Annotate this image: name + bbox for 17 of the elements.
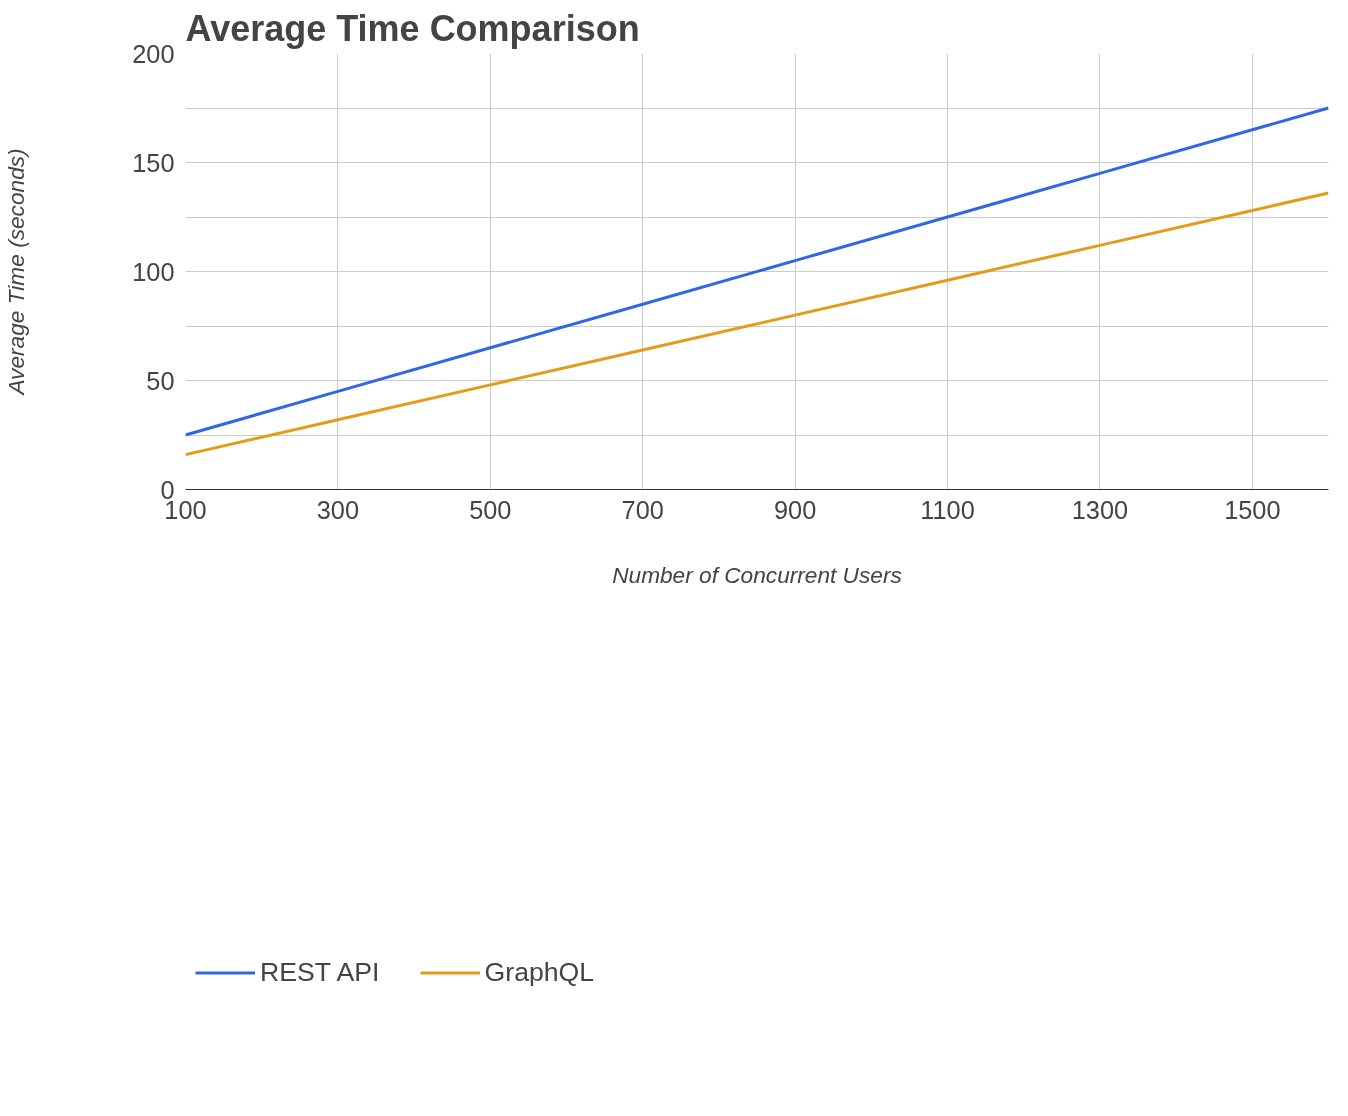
line-series	[185, 191, 1329, 457]
y-axis-title: Average Time (seconds)	[3, 148, 30, 397]
x-tick-label: 500	[469, 495, 512, 524]
chart-title: Average Time Comparison	[185, 7, 640, 49]
y-tick-label: 150	[132, 148, 175, 177]
y-tick-label: 200	[132, 39, 175, 68]
x-tick-label: 1300	[1071, 495, 1129, 524]
x-tick-label: 900	[773, 495, 817, 524]
legend-label: REST API	[260, 956, 380, 988]
x-tick-label: 700	[621, 495, 664, 524]
legend-label: GraphQL	[484, 956, 595, 988]
x-tick-label: 300	[316, 495, 360, 524]
y-tick-label: 100	[132, 257, 175, 286]
x-axis-title: Number of Concurrent Users	[612, 561, 902, 588]
x-tick-label: 1100	[920, 495, 975, 524]
x-tick-label: 1500	[1224, 495, 1281, 524]
y-tick-label: 50	[146, 366, 175, 395]
